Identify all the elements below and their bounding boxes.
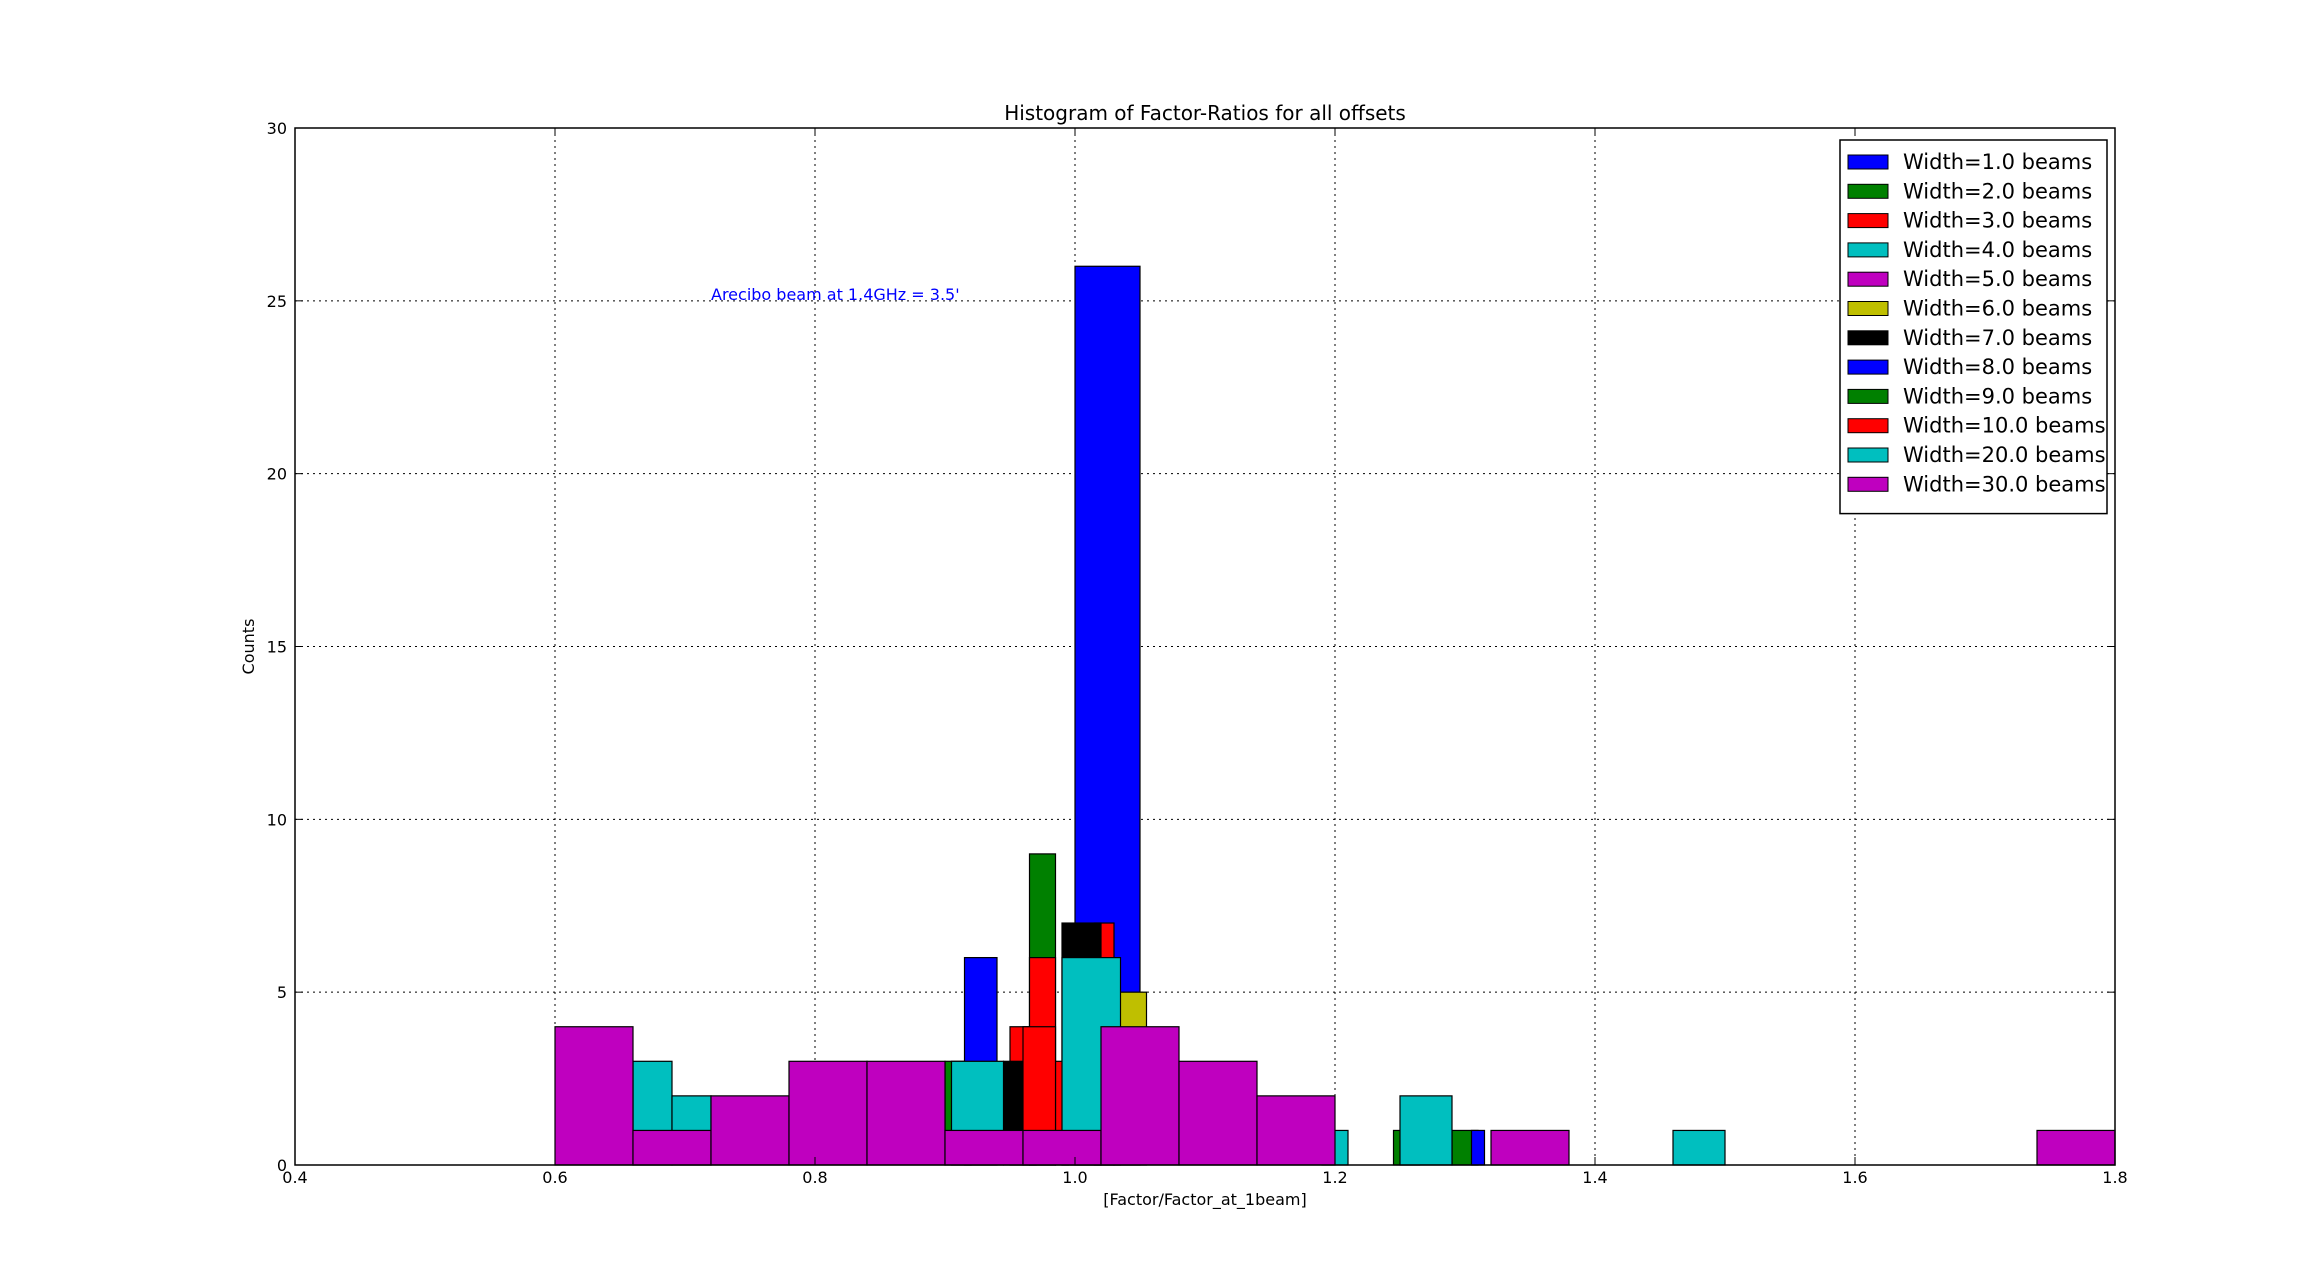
x-tick-label: 0.8 [802,1168,827,1187]
legend-swatch [1847,154,1889,170]
annotation-text: Arecibo beam at 1.4GHz = 3.5' [711,285,960,304]
legend-entry: Width=6.0 beams [1903,297,2092,321]
axis-ticks: 0.4 0.6 0.8 1.0 1.2 1.4 1.6 1.8 0 5 10 15 20 25 30 [267,119,2128,1187]
legend-swatch [1847,418,1889,434]
legend-entry: Width=3.0 beams [1903,209,2092,233]
legend-swatch [1847,388,1889,404]
legend-entry: Width=5.0 beams [1903,267,2092,291]
x-tick-label: 0.4 [282,1168,307,1187]
histogram-bar [1022,1129,1102,1166]
legend-entry: Width=4.0 beams [1903,238,2092,262]
histogram-bar [710,1095,790,1166]
legend-swatch [1847,242,1889,258]
legend-swatch [1847,447,1889,463]
histogram-bar [866,1060,946,1166]
legend-entry: Width=7.0 beams [1903,326,2092,350]
legend-swatch [1847,213,1889,229]
legend-entry: Width=2.0 beams [1903,179,2092,203]
x-tick-label: 1.2 [1322,1168,1347,1187]
histogram-bar [1470,1129,1486,1166]
legend-entry: Width=8.0 beams [1903,355,2092,379]
histogram-bar [554,1026,634,1166]
histogram-bar [788,1060,868,1166]
legend-swatch [1847,183,1889,199]
histogram-bar [2036,1129,2116,1166]
histogram-bar [1256,1095,1336,1166]
legend: Width=1.0 beams Width=2.0 beams Width=3.0 … [1839,139,2108,515]
histogram-bar [1399,1095,1453,1166]
legend-swatch [1847,359,1889,375]
legend-entry: Width=9.0 beams [1903,384,2092,408]
legend-box [1839,139,2108,515]
legend-swatch [1847,330,1889,346]
x-tick-label: 1.6 [1842,1168,1867,1187]
legend-swatch [1847,301,1889,316]
histogram-bar [632,1129,712,1166]
legend-entry: Width=10.0 beams [1903,414,2106,438]
legend-entry: Width=1.0 beams [1903,150,2092,174]
histogram-bars [554,265,2116,1166]
y-tick-label: 25 [267,292,287,311]
legend-entry: Width=20.0 beams [1903,443,2106,467]
x-tick-label: 1.8 [2102,1168,2127,1187]
chart-title: Histogram of Factor-Ratios for all offse… [1004,101,1406,125]
histogram-bar [1100,1026,1180,1166]
y-tick-label: 10 [267,810,287,829]
x-tick-label: 1.4 [1582,1168,1607,1187]
histogram-bar [1178,1060,1258,1166]
x-tick-label: 0.6 [542,1168,567,1187]
histogram-bar [944,1129,1024,1166]
y-axis-label: Counts [239,619,258,675]
y-tick-label: 5 [277,983,287,1002]
y-tick-label: 20 [267,465,287,484]
legend-swatch [1847,476,1889,492]
histogram-bar [1490,1129,1570,1166]
y-tick-label: 0 [277,1156,287,1175]
legend-entry: Width=30.0 beams [1903,472,2106,496]
legend-swatch [1847,271,1889,287]
series-11 [554,1026,2116,1166]
y-tick-label: 15 [267,638,287,657]
y-tick-label: 30 [267,119,287,138]
x-tick-label: 1.0 [1062,1168,1087,1187]
x-axis-label: [Factor/Factor_at_1beam] [1103,1190,1306,1210]
histogram-bar [1672,1129,1726,1166]
